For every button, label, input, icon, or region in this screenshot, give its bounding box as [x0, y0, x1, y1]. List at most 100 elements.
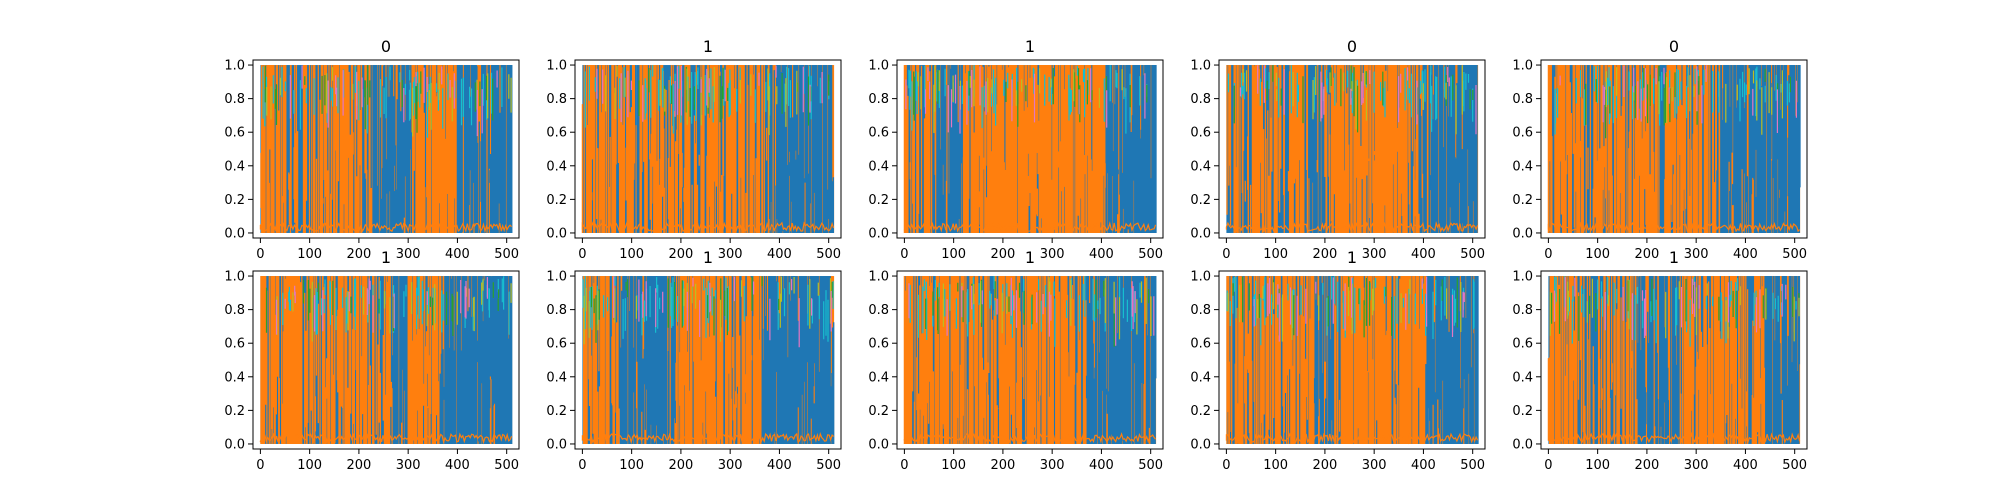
x-tick-label: 0 [1544, 247, 1552, 262]
x-tick-label: 100 [1263, 247, 1288, 262]
x-tick-label: 300 [1362, 458, 1387, 473]
series-baseline [259, 221, 513, 234]
y-tick-label: 0.6 [546, 337, 567, 352]
series-blue [456, 65, 513, 233]
segment-3-blue [1427, 276, 1479, 444]
axes-frame [896, 270, 1164, 450]
x-tick-label: 0 [256, 458, 264, 473]
y-tick-label: 1.0 [868, 59, 889, 74]
y-tick-label: 1.0 [1512, 270, 1533, 285]
panel-title: 1 [1669, 248, 1679, 267]
series-olive [276, 278, 512, 342]
x-tick-label: 200 [668, 247, 693, 262]
y-tick-label: 0.2 [1190, 404, 1211, 419]
y-tick-label: 1.0 [868, 270, 889, 285]
panel-title: 1 [381, 248, 391, 267]
y-tick-label: 0.2 [868, 193, 889, 208]
y-tick-label: 1.0 [224, 59, 245, 74]
plot-area [259, 276, 513, 445]
y-tick-label: 0.0 [1190, 226, 1211, 241]
y-tick-label: 0.4 [546, 370, 567, 385]
panel-title: 1 [1025, 248, 1035, 267]
series-cyan [1226, 276, 1475, 346]
panel-9: 0 100 200 300 400 500 0.0 0.2 0.4 0.6 0.8 1.0 1 [1512, 248, 1808, 473]
y-tick-label: 0.2 [1512, 404, 1533, 419]
x-tick-label: 100 [941, 247, 966, 262]
x-tick-label: 100 [941, 458, 966, 473]
y-tick-label: 0.4 [546, 159, 567, 174]
series-blue [1720, 65, 1801, 233]
y-tick-label: 0.8 [868, 92, 889, 107]
segment-1-blue [1309, 65, 1326, 233]
series-olive [605, 65, 798, 136]
y-tick-label: 0.8 [868, 303, 889, 318]
axes-frame [896, 59, 1164, 239]
series-olive [1242, 65, 1463, 135]
segment-1-blue [370, 65, 414, 233]
x-tick-label: 500 [494, 458, 519, 473]
x-tick-label: 0 [1222, 458, 1230, 473]
x-tick-label: 100 [1585, 247, 1610, 262]
plot-area [1225, 65, 1479, 234]
y-tick-label: 0.2 [546, 193, 567, 208]
series-blue [933, 65, 963, 233]
segment-2-orange [675, 276, 763, 444]
series-blue [1314, 276, 1336, 444]
panel-4: 0 100 200 300 400 500 0.0 0.2 0.4 0.6 0.8 1.0 0 [1512, 37, 1808, 262]
segment-0-orange [1226, 276, 1316, 444]
series-baseline [1547, 221, 1801, 234]
panel-title: 1 [703, 37, 713, 56]
segment-2-orange [1324, 65, 1419, 233]
x-tick-label: 400 [1733, 458, 1758, 473]
series-orange [260, 65, 372, 233]
x-tick-label: 0 [578, 247, 586, 262]
series-baseline [1225, 432, 1479, 445]
y-tick-label: 1.0 [546, 59, 567, 74]
x-tick-label: 0 [1222, 247, 1230, 262]
x-tick-label: 200 [346, 247, 371, 262]
y-tick-label: 0.8 [546, 303, 567, 318]
segment-0-orange [903, 276, 1087, 444]
series-blue [1085, 276, 1157, 444]
segment-3-blue [761, 276, 835, 444]
panel-8: 0 100 200 300 400 500 0.0 0.2 0.4 0.6 0.8 1.0 1 [1190, 248, 1486, 473]
y-tick-label: 0.0 [546, 226, 567, 241]
x-tick-label: 300 [1362, 247, 1387, 262]
y-tick-label: 0.0 [546, 437, 567, 452]
series-orange [1547, 65, 1722, 233]
panel-title: 0 [1347, 37, 1357, 56]
series-orange [407, 276, 441, 444]
segment-1-blue [390, 276, 409, 444]
x-tick-label: 300 [1684, 247, 1709, 262]
x-tick-label: 500 [1782, 458, 1807, 473]
y-tick-label: 0.6 [868, 337, 889, 352]
x-tick-label: 400 [445, 247, 470, 262]
series-pink [1559, 65, 1797, 133]
series-blue [370, 65, 413, 233]
y-tick-label: 0.0 [1190, 437, 1211, 452]
series-pink [905, 66, 1146, 134]
y-tick-label: 0.2 [224, 404, 245, 419]
series-orange [412, 65, 459, 233]
series-cyan [582, 276, 834, 342]
series-blue [768, 65, 835, 233]
y-tick-label: 0.6 [1512, 337, 1533, 352]
plot-area [581, 276, 835, 445]
segment-2-blue [768, 65, 835, 233]
series-blue [1105, 65, 1157, 233]
y-tick-label: 0.2 [1512, 193, 1533, 208]
series-orange [1226, 65, 1310, 233]
y-tick-label: 0.6 [1190, 337, 1211, 352]
y-tick-label: 0.4 [1190, 370, 1211, 385]
series-orange [1334, 276, 1427, 444]
panel-0: 0 100 200 300 400 500 0.0 0.2 0.4 0.6 0.8 1.0 0 [224, 37, 520, 262]
x-tick-label: 100 [297, 458, 322, 473]
series-pink [596, 65, 823, 123]
series-green [590, 276, 833, 343]
series-orange [260, 276, 392, 444]
axes-frame [574, 59, 842, 239]
segment-2-orange [1334, 276, 1429, 444]
y-tick-label: 0.4 [868, 370, 889, 385]
axes-frame [252, 270, 520, 450]
